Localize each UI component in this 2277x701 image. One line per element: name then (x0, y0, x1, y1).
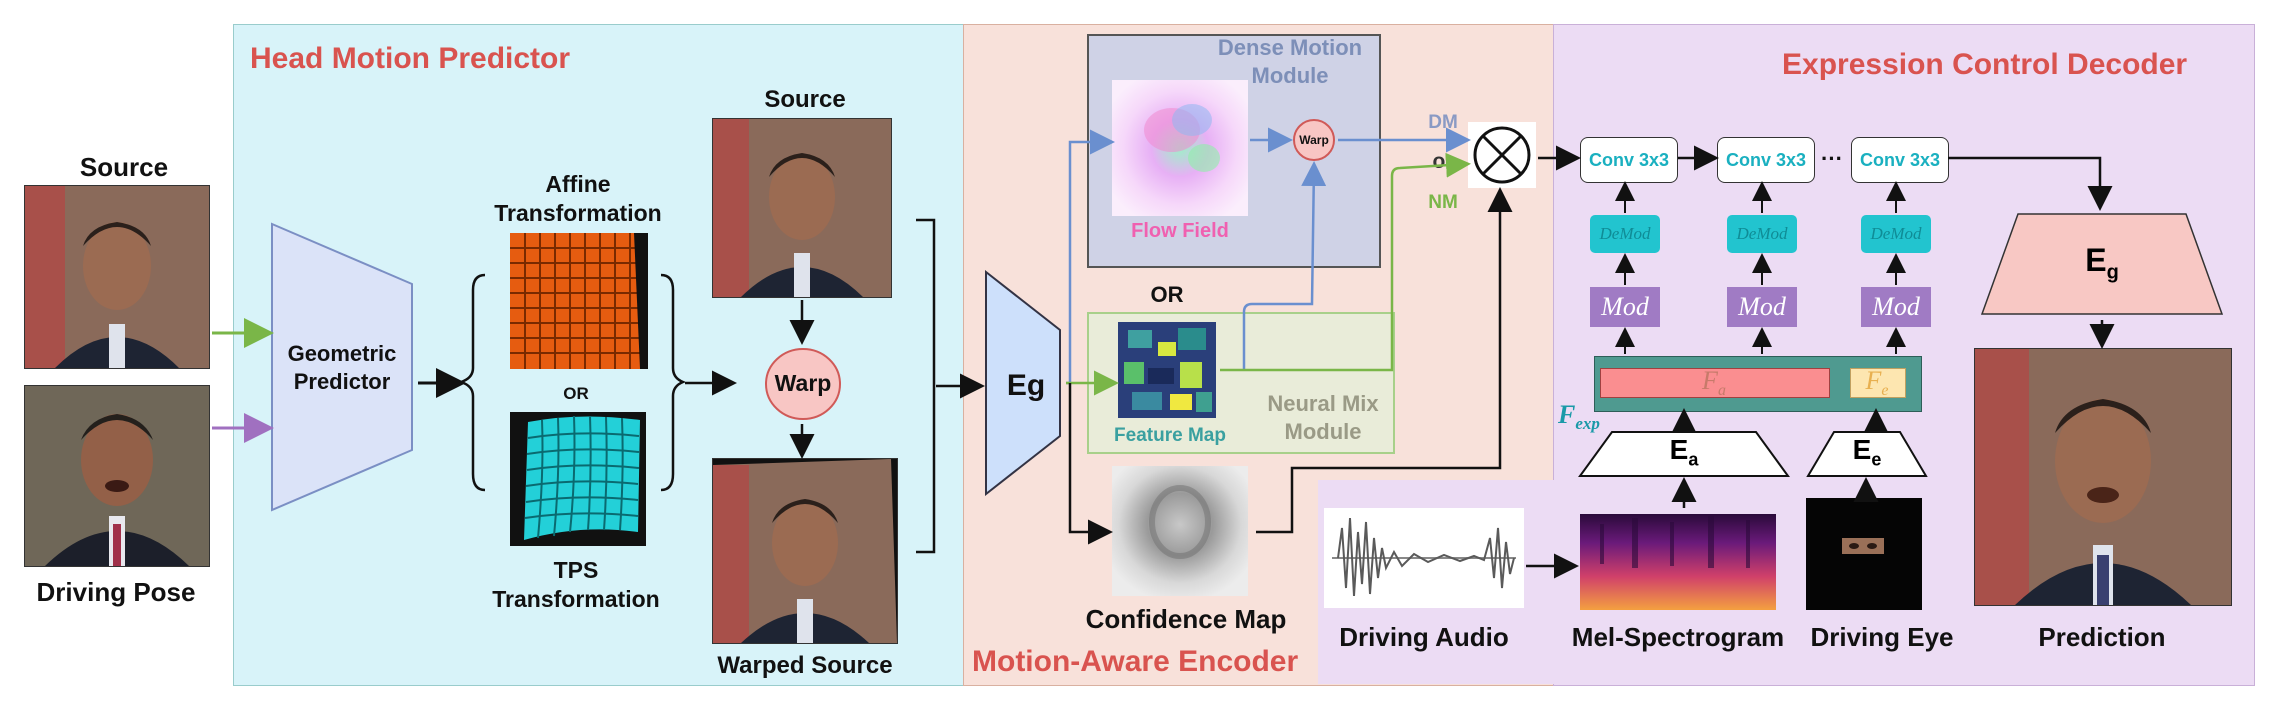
source-image (24, 185, 210, 369)
driving-audio-waveform (1324, 508, 1524, 608)
mod-block-1: Mod (1590, 287, 1660, 327)
fe-block (1850, 368, 1906, 398)
nm-label: NM (1428, 192, 1458, 213)
warped-source-label: Warped Source (717, 652, 893, 679)
conv-block-3: Conv 3x3 (1851, 137, 1949, 183)
geometric-predictor-label: Geometric Predictor (287, 341, 397, 394)
feature-map-image (1118, 322, 1216, 418)
face-photo-icon (25, 186, 209, 368)
prediction-label: Prediction (2038, 622, 2166, 652)
or-label-affine-tps: OR (563, 384, 589, 403)
dm-label: DM (1428, 112, 1458, 133)
driving-pose-label: Driving Pose (36, 577, 196, 607)
conv-ellipsis: ··· (1821, 146, 1843, 171)
source-label: Source (79, 152, 169, 182)
head-motion-predictor-title: Head Motion Predictor (250, 42, 571, 75)
mod-block-3: Mod (1861, 287, 1931, 327)
driving-eye-label: Driving Eye (1810, 622, 1954, 652)
multiply-op-icon (1468, 122, 1536, 188)
fe-label: Fe (1865, 366, 1889, 400)
mod-block-2: Mod (1727, 287, 1797, 327)
dense-motion-title: Dense Motion Module (1217, 35, 1363, 88)
or-label-dm-nm-modules: OR (1150, 282, 1184, 307)
warp-small-circle (1293, 119, 1335, 161)
affine-grid-image (510, 233, 648, 369)
conv-block-2: Conv 3x3 (1717, 137, 1815, 183)
face-photo-icon (1975, 349, 2231, 605)
eg-decoder-shape (1980, 213, 2224, 315)
ea-encoder-shape (1578, 431, 1790, 477)
flow-field-label: Flow Field (1131, 220, 1229, 242)
demod-block-2: DeMod (1727, 215, 1797, 253)
fexp-label: Fexp (1558, 400, 1600, 434)
warp-small-label: Warp (1299, 133, 1329, 147)
driving-pose-image (24, 385, 210, 567)
driving-eye-image (1806, 498, 1922, 610)
eg-label: Eg (1006, 369, 1046, 402)
ee-label: Ee (1852, 434, 1882, 470)
confidence-map-image (1112, 466, 1248, 596)
face-photo-icon (713, 119, 891, 297)
feature-map-label: Feature Map (1114, 425, 1226, 446)
mel-spectrogram-label: Mel-Spectrogram (1571, 622, 1785, 652)
expression-control-decoder-title: Expression Control Decoder (1782, 48, 2188, 81)
eg-decoder-label: Eg (2085, 242, 2119, 284)
demod-block-1: DeMod (1590, 215, 1660, 253)
encoder-input-bracket (916, 218, 936, 554)
fa-label: Fa (1702, 366, 1726, 400)
driving-audio-label: Driving Audio (1339, 622, 1509, 652)
neural-mix-title: Neural Mix Module (1267, 391, 1379, 444)
tps-transformation-label: TPS Transformation (492, 557, 660, 612)
motion-aware-encoder-title: Motion-Aware Encoder (972, 645, 1299, 678)
prediction-image (1974, 348, 2232, 606)
source-center-image (712, 118, 892, 298)
face-photo-icon (713, 459, 897, 643)
or-label-dm-nm: or (1432, 150, 1454, 173)
ea-label: Ea (1669, 434, 1699, 470)
eg-encoder-shape (985, 270, 1061, 496)
demod-block-3: DeMod (1861, 215, 1931, 253)
affine-transformation-label: Affine Transformation (494, 171, 662, 226)
warped-source-image (712, 458, 898, 644)
transform-braces (457, 273, 685, 492)
conv-block-1: Conv 3x3 (1580, 137, 1678, 183)
confidence-map-label: Confidence Map (1085, 604, 1287, 634)
fa-block (1600, 368, 1830, 398)
source-center-label: Source (764, 86, 846, 113)
tps-grid-image (510, 412, 646, 546)
warp-circle (765, 348, 841, 420)
face-photo-icon (25, 386, 209, 566)
warp-label: Warp (774, 370, 832, 396)
flow-field-image (1112, 80, 1248, 216)
mel-spectrogram-image (1580, 514, 1776, 610)
